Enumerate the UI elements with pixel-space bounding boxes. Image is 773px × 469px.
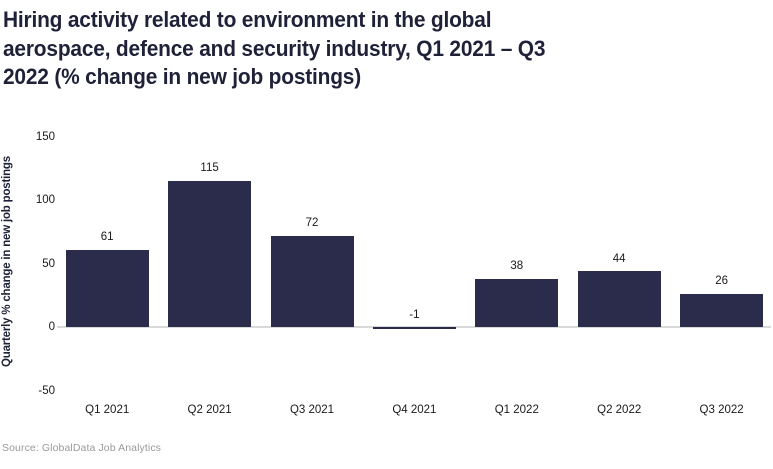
y-tick-label: 50 bbox=[42, 257, 55, 270]
y-tick-label: 100 bbox=[35, 194, 55, 206]
chart-title: Hiring activity related to environment i… bbox=[3, 6, 545, 92]
bar-value-label: -1 bbox=[409, 308, 420, 321]
source-note: Source: GlobalData Job Analytics bbox=[2, 442, 162, 454]
y-tick-label: -50 bbox=[38, 384, 55, 397]
x-tick-label: Q4 2021 bbox=[392, 404, 437, 416]
x-tick-label: Q1 2022 bbox=[494, 404, 539, 416]
bar-value-label: 61 bbox=[100, 231, 114, 244]
bar-value-label: 26 bbox=[715, 275, 728, 288]
y-tick-label: 150 bbox=[35, 130, 55, 143]
bar-q1-2021 bbox=[65, 249, 149, 327]
bar-q4-2021 bbox=[372, 327, 456, 330]
bar-value-label: 38 bbox=[510, 260, 524, 273]
x-tick-label: Q2 2022 bbox=[597, 404, 642, 416]
bar-q3-2021 bbox=[270, 235, 354, 327]
x-tick-label: Q1 2021 bbox=[85, 404, 130, 416]
x-tick-label: Q3 2021 bbox=[289, 404, 335, 416]
x-tick-label: Q2 2021 bbox=[187, 404, 232, 416]
y-axis-label: Quarterly % change in new job postings bbox=[1, 156, 13, 368]
chart-title-line-1: Hiring activity related to environment i… bbox=[3, 7, 492, 32]
bar-value-label: 44 bbox=[612, 252, 626, 265]
bar-value-label: 115 bbox=[200, 162, 219, 175]
bar-q2-2021 bbox=[168, 180, 252, 327]
chart-title-line-2: aerospace, defence and security industry… bbox=[3, 35, 546, 61]
x-tick-label: Q3 2022 bbox=[699, 404, 744, 416]
bar-q3-2022 bbox=[680, 293, 764, 327]
bar-q1-2022 bbox=[475, 278, 559, 327]
chart-title-line-3: 2022 (% change in new job postings) bbox=[3, 64, 362, 90]
bar-value-label: 72 bbox=[305, 217, 319, 230]
bar-q2-2022 bbox=[577, 271, 661, 327]
y-tick-label: 0 bbox=[48, 321, 55, 333]
